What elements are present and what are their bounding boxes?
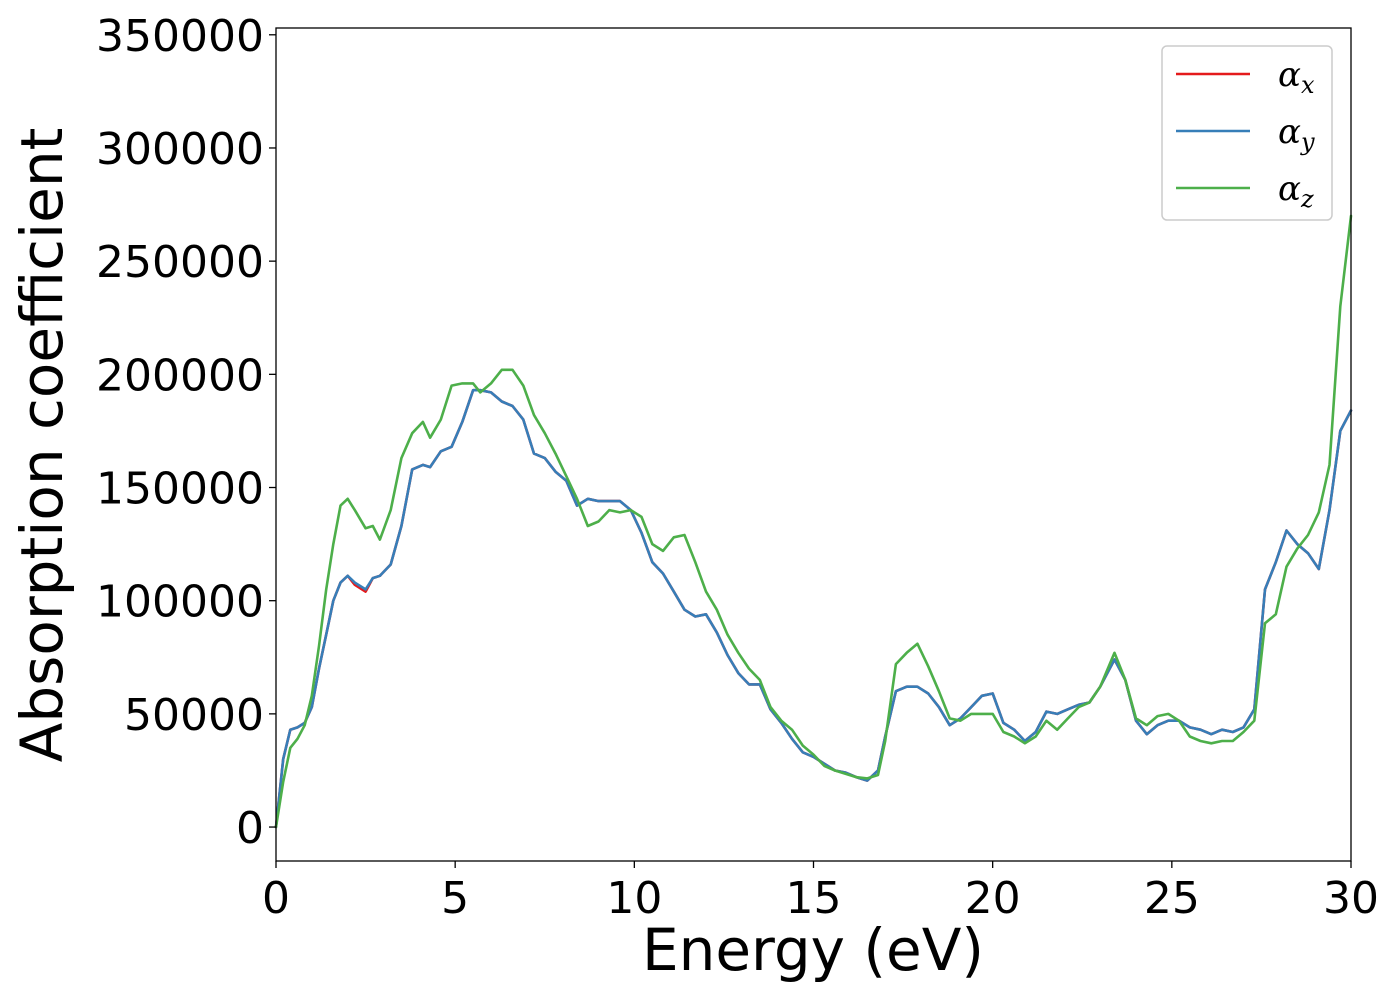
x-tick-label: 0 [262,873,290,924]
legend: αx αy αz [1161,45,1333,221]
x-tick-label: 30 [1323,873,1379,924]
y-tick-label: 350000 [96,11,264,62]
y-axis-title: Absorption coefficient [8,128,76,763]
x-tick-label: 5 [441,873,469,924]
x-tick-label: 20 [965,873,1021,924]
y-tick-label: 0 [236,803,264,854]
legend-label-y: αy [1278,112,1315,156]
legend-label-x: αx [1278,55,1315,99]
x-axis-ticks: 0 5 10 15 20 25 30 [262,861,1379,924]
y-tick-label: 150000 [96,464,264,515]
legend-box [1161,45,1333,221]
x-axis-title: Energy (eV) [642,916,984,984]
y-tick-label: 100000 [96,577,264,628]
y-tick-label: 50000 [124,690,264,741]
series-layer [274,214,1353,829]
series-line-z [274,214,1353,829]
legend-label-z: αz [1278,169,1314,213]
y-axis-ticks: 0 50000 100000 150000 200000 250000 300000 3500… [96,11,276,854]
y-tick-label: 200000 [96,350,264,401]
y-tick-label: 300000 [96,124,264,175]
series-line-y [274,388,1353,829]
y-tick-label: 250000 [96,237,264,288]
x-tick-label: 25 [1144,873,1200,924]
x-tick-label: 10 [606,873,662,924]
x-tick-label: 15 [786,873,842,924]
